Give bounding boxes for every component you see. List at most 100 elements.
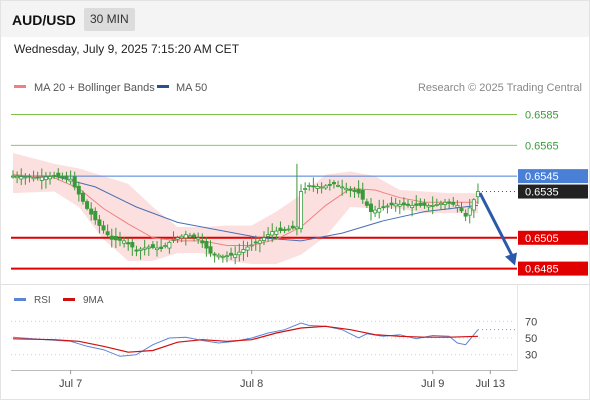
candle-body xyxy=(56,172,61,178)
candle-body xyxy=(31,177,36,180)
candle-body xyxy=(212,253,217,256)
candle xyxy=(183,230,188,246)
candle-body xyxy=(274,230,279,235)
candle-body xyxy=(237,251,242,256)
candle-body xyxy=(48,176,53,180)
forecast-arrow-shaft xyxy=(478,192,515,259)
candle xyxy=(249,236,254,251)
candle-body xyxy=(249,244,254,247)
candle xyxy=(68,170,73,185)
symbol-title: AUD/USD xyxy=(12,12,76,28)
candle-body xyxy=(159,246,164,249)
candle-body xyxy=(373,209,378,214)
candle xyxy=(192,232,197,242)
candle-body xyxy=(348,189,353,191)
candle xyxy=(220,254,225,263)
candle xyxy=(130,238,135,256)
bollinger-band xyxy=(13,153,478,264)
candle xyxy=(52,171,57,179)
candle-body xyxy=(278,227,283,231)
candle-body xyxy=(241,249,246,253)
candle xyxy=(229,247,234,261)
candle xyxy=(406,199,411,208)
candle-body xyxy=(307,184,312,187)
candle xyxy=(150,240,155,250)
x-tick-label: Jul 7 xyxy=(59,378,82,390)
candle xyxy=(307,182,312,191)
candle xyxy=(233,246,238,265)
candle-body xyxy=(270,231,275,236)
candle xyxy=(261,231,266,246)
candle xyxy=(138,246,143,260)
candle-body xyxy=(261,237,266,241)
candle-body xyxy=(410,205,415,209)
candle xyxy=(134,245,139,257)
candle xyxy=(451,197,456,207)
candle xyxy=(282,226,287,234)
candle-body xyxy=(467,207,472,216)
candle-body xyxy=(142,247,147,250)
candle-body xyxy=(134,249,139,252)
candle-body xyxy=(401,202,406,206)
candle xyxy=(80,190,85,205)
candle-body xyxy=(414,203,419,206)
candle xyxy=(410,200,415,217)
timeframe-button[interactable]: 30 MIN xyxy=(84,8,135,31)
candle xyxy=(385,203,390,214)
candle-body xyxy=(266,234,271,237)
candle xyxy=(471,198,476,219)
candle-body xyxy=(299,191,304,230)
candle-body xyxy=(471,199,476,211)
candle xyxy=(72,171,77,191)
candle-body xyxy=(126,242,131,245)
candle-body xyxy=(220,255,225,258)
candle xyxy=(39,168,44,190)
candle-body xyxy=(80,192,85,202)
candle-body xyxy=(15,175,20,179)
rsi-tick-70: 70 xyxy=(525,316,537,328)
candle xyxy=(266,227,271,242)
candle-body xyxy=(393,203,398,207)
candle xyxy=(216,253,221,260)
level-label-0-6535-bg xyxy=(518,184,588,199)
candle-body xyxy=(397,203,402,207)
candle-body xyxy=(93,210,98,221)
candle-body xyxy=(64,175,69,179)
candle-body xyxy=(426,205,431,208)
candle-body xyxy=(253,241,258,244)
candle xyxy=(274,226,279,240)
candle xyxy=(463,209,468,222)
ma50-legend-label: MA 50 xyxy=(176,82,207,94)
candle xyxy=(438,200,443,210)
candle xyxy=(356,180,361,198)
candle xyxy=(241,240,246,261)
candle-body xyxy=(179,235,184,239)
candle xyxy=(93,207,98,225)
candle xyxy=(142,239,147,256)
candle-body xyxy=(294,226,299,230)
candle xyxy=(430,196,435,215)
candle-body xyxy=(385,205,390,208)
candle-body xyxy=(216,254,221,258)
candle-body xyxy=(39,176,44,181)
ma9-legend-swatch xyxy=(63,298,75,301)
candle xyxy=(56,168,61,181)
candle-body xyxy=(19,176,24,180)
candle xyxy=(352,186,357,198)
candle xyxy=(64,171,69,183)
candle-body xyxy=(377,208,382,213)
candle-body xyxy=(155,247,160,251)
candle-body xyxy=(323,185,328,189)
rsi-tick-50: 50 xyxy=(525,333,537,345)
candle xyxy=(303,182,308,194)
candle xyxy=(204,237,209,257)
candle xyxy=(23,173,28,185)
candle xyxy=(253,235,258,251)
candle xyxy=(109,228,114,248)
candle-body xyxy=(344,188,349,191)
candle xyxy=(146,244,151,256)
candle-body xyxy=(192,234,197,238)
candle-body xyxy=(208,246,213,254)
candle-body xyxy=(286,228,291,231)
